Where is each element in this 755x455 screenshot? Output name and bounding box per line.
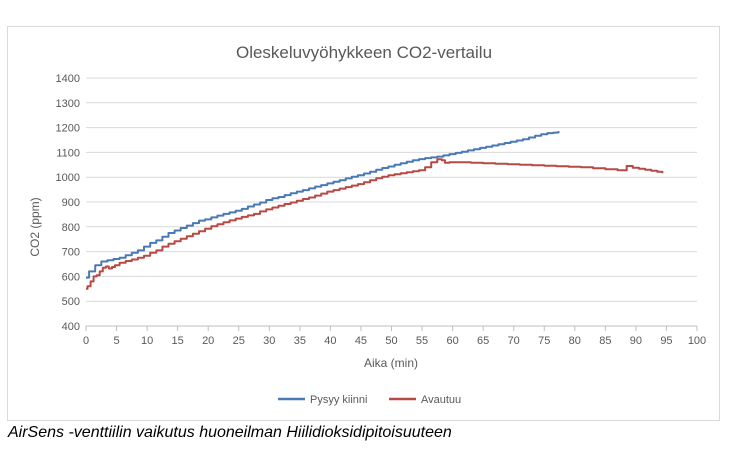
figure-caption: AirSens -venttiilin vaikutus huoneilman … (8, 424, 452, 441)
x-tick-label: 35 (294, 335, 306, 347)
gridlines (86, 77, 697, 302)
y-tick-label: 800 (62, 222, 80, 234)
x-tick-label: 80 (569, 335, 581, 347)
x-tick-label: 30 (263, 335, 275, 347)
x-tick-label: 60 (446, 335, 458, 347)
x-tick-label: 40 (324, 335, 336, 347)
y-tick-label: 1400 (56, 73, 80, 85)
x-tick-label: 20 (202, 335, 214, 347)
chart-svg: Oleskeluvyöhykkeen CO2-vertailu 40050060… (28, 43, 707, 406)
y-tick-label: 1200 (56, 123, 80, 135)
legend: Pysyy kiinni Avautuu (278, 394, 461, 406)
y-tick-label: 900 (62, 197, 80, 209)
y-tick-label: 1000 (56, 172, 80, 184)
x-tick-label: 15 (172, 335, 184, 347)
x-tick-label: 25 (233, 335, 245, 347)
y-tick-label: 700 (62, 247, 80, 259)
x-tick-label: 90 (630, 335, 642, 347)
y-axis-label: CO2 (ppm) (28, 197, 42, 256)
chart-frame: Oleskeluvyöhykkeen CO2-vertailu 400 500 60… (7, 26, 720, 421)
series-line-avautuu (86, 158, 664, 290)
legend-label-pysyy-kiinni: Pysyy kiinni (310, 394, 367, 406)
y-tick-label: 1300 (56, 98, 80, 110)
x-tick-label: 55 (416, 335, 428, 347)
x-tick-label: 85 (599, 335, 611, 347)
x-tick-label: 5 (113, 335, 119, 347)
x-tick-label: 75 (538, 335, 550, 347)
x-tick-label: 95 (660, 335, 672, 347)
x-tick-label: 10 (141, 335, 153, 347)
legend-label-avautuu: Avautuu (421, 394, 461, 406)
x-tick-label: 45 (355, 335, 367, 347)
x-tick-label: 65 (477, 335, 489, 347)
y-tick-label: 600 (62, 271, 80, 283)
chart-title: Oleskeluvyöhykkeen CO2-vertailu (236, 43, 492, 62)
y-tick-label: 500 (62, 296, 80, 308)
x-tick-label: 100 (688, 335, 706, 347)
series-lines (86, 131, 664, 290)
y-tick-label: 1100 (56, 147, 80, 159)
x-tick-label: 70 (508, 335, 520, 347)
x-axis-label: Aika (min) (364, 356, 418, 370)
series-line-pysyy-kiinni (86, 131, 560, 279)
x-tick-label: 0 (83, 335, 89, 347)
axes: 400 500 600 700 800 900 1000 1100 1200 1300 1400 0 5… (56, 73, 707, 347)
x-tick-label: 50 (385, 335, 397, 347)
y-tick-label: 400 (62, 321, 80, 333)
